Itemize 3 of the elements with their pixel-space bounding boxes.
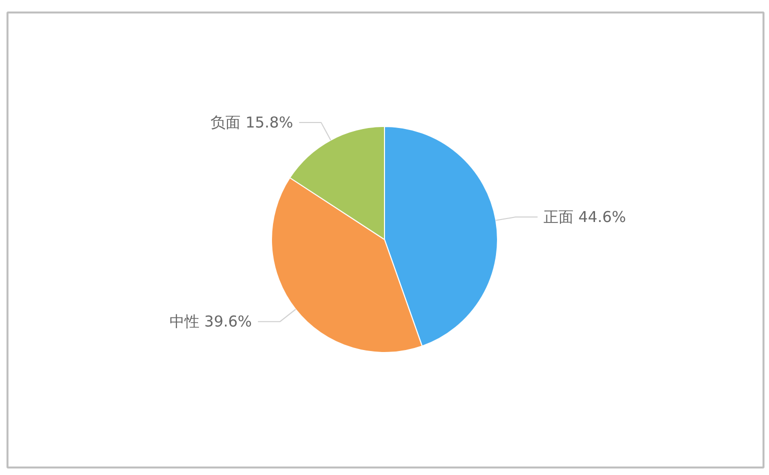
slice-label: 正面 44.6% bbox=[544, 208, 626, 226]
slice-label: 中性 39.6% bbox=[170, 312, 252, 331]
slice-label: 负面 15.8% bbox=[210, 114, 294, 132]
